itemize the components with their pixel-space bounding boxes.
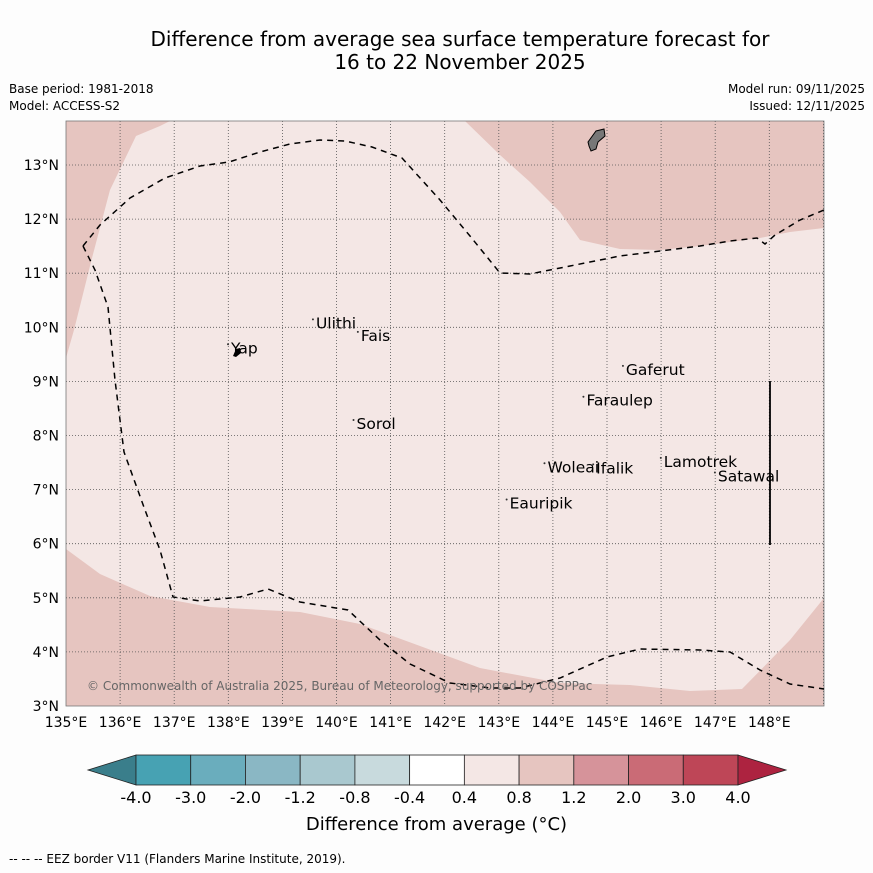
- colorbar-segment: [190, 754, 246, 786]
- atoll-marker: [505, 498, 508, 501]
- place-markers: Yap Ulithi Fais Gaferut Faraulep Sorol Lamotre…: [227, 314, 779, 513]
- colorbar-segment: [245, 754, 301, 786]
- lon-tick-label: 142°E: [423, 715, 466, 731]
- lon-tick-label: 140°E: [315, 715, 358, 731]
- place-label-ifalik: Ifalik: [596, 459, 633, 477]
- colorbar-segment: [135, 754, 192, 786]
- lon-tick-label: 139°E: [261, 715, 304, 731]
- colorbar-tick-label: -0.4: [394, 788, 425, 807]
- atoll-marker: [311, 318, 314, 321]
- colorbar-tick-label: 0.4: [452, 788, 477, 807]
- gridlines: [66, 121, 824, 706]
- colorbar-extend-min: [86, 754, 137, 786]
- title-line-1: Difference from average sea surface temp…: [150, 27, 770, 51]
- colorbar-tick-label: 3.0: [671, 788, 696, 807]
- lon-tick-label: 141°E: [369, 715, 412, 731]
- lat-tick-labels: 3°N 4°N 5°N 6°N 7°N 8°N 9°N 10°N 11°N 12°N 13°N: [24, 158, 59, 715]
- lat-tick-label: 10°N: [24, 320, 59, 336]
- lat-tick-label: 6°N: [33, 537, 59, 553]
- colorbar-segment: [354, 754, 411, 786]
- colorbar-tick-label: -3.0: [175, 788, 206, 807]
- issued-date: Issued: 12/11/2025: [749, 99, 865, 113]
- colorbar-segment: [518, 754, 575, 786]
- atoll-marker: [713, 471, 716, 474]
- place-label-faraulep: Faraulep: [586, 392, 652, 410]
- colorbar-segment: [299, 754, 356, 786]
- colorbar-segment: [463, 754, 520, 786]
- guam-island: [587, 128, 606, 152]
- atoll-marker: [352, 419, 355, 422]
- colorbar-segment: [682, 754, 739, 786]
- lat-tick-label: 8°N: [33, 429, 59, 445]
- lon-tick-labels: 135°E 136°E 137°E 138°E 139°E 140°E 141°E 142°E…: [45, 715, 791, 731]
- place-label-fais: Fais: [361, 327, 390, 345]
- atoll-marker: [621, 364, 624, 367]
- lat-tick-label: 12°N: [24, 212, 59, 228]
- title-line-2: 16 to 22 November 2025: [334, 50, 586, 74]
- colorbar-tick-label: 1.2: [561, 788, 586, 807]
- anomaly-region-west: [66, 121, 170, 358]
- colorbar-tick-label: -2.0: [230, 788, 261, 807]
- lon-tick-label: 148°E: [748, 715, 791, 731]
- anomaly-region-south: [66, 549, 824, 706]
- colorbar-extend-max: [737, 754, 788, 786]
- meta-right: Model run: 09/11/2025 Issued: 12/11/2025: [728, 81, 865, 115]
- anomaly-region-northeast: [465, 121, 824, 250]
- map-title: Difference from average sea surface temp…: [0, 28, 873, 74]
- lon-tick-label: 136°E: [99, 715, 142, 731]
- eez-border: [82, 139, 825, 690]
- atoll-marker: [356, 330, 359, 333]
- colorbar-tick-label: -0.8: [339, 788, 370, 807]
- atoll-marker: [582, 395, 585, 398]
- lat-tick-label: 13°N: [24, 158, 59, 174]
- lon-tick-label: 144°E: [532, 715, 575, 731]
- lon-tick-label: 146°E: [640, 715, 683, 731]
- meta-left: Base period: 1981-2018 Model: ACCESS-S2: [9, 81, 154, 115]
- colorbar-segment: [573, 754, 629, 786]
- eez-legend-note: -- -- -- EEZ border V11 (Flanders Marine…: [9, 852, 346, 866]
- colorbar-tick-label: -4.0: [120, 788, 151, 807]
- plot-frame: [65, 120, 825, 707]
- atoll-marker: [227, 343, 230, 346]
- lat-tick-label: 4°N: [33, 645, 59, 661]
- lon-tick-label: 147°E: [694, 715, 737, 731]
- lon-tick-label: 138°E: [207, 715, 250, 731]
- colorbar-segment: [628, 754, 684, 786]
- colorbar-tick-label: 0.8: [506, 788, 531, 807]
- lon-tick-label: 143°E: [478, 715, 521, 731]
- copyright-notice: © Commonwealth of Australia 2025, Bureau…: [87, 679, 592, 693]
- colorbar-tick-label: 4.0: [725, 788, 750, 807]
- place-label-ulithi: Ulithi: [316, 314, 356, 332]
- model-run: Model run: 09/11/2025: [727, 82, 865, 96]
- place-label-sorol: Sorol: [357, 415, 396, 433]
- base-period: Base period: 1981-2018: [9, 82, 154, 96]
- lat-tick-label: 3°N: [33, 699, 59, 715]
- place-label-woleai: Woleai: [547, 458, 599, 476]
- colorbar-title: Difference from average (°C): [305, 814, 568, 835]
- atoll-marker: [543, 462, 546, 465]
- colorbar: -4.0 -3.0 -2.0 -1.2 -0.8 -0.4 0.4 0.8 1.2 2.0 3.0 4…: [86, 754, 788, 807]
- colorbar-tick-label: 2.0: [616, 788, 641, 807]
- lat-tick-label: 5°N: [33, 591, 59, 607]
- model-name: Model: ACCESS-S2: [9, 99, 121, 113]
- lon-tick-label: 145°E: [586, 715, 629, 731]
- lat-tick-label: 9°N: [33, 374, 59, 390]
- atoll-marker: [659, 456, 662, 459]
- colorbar-segment: [409, 754, 465, 786]
- place-label-gaferut: Gaferut: [626, 361, 685, 379]
- place-label-eauripik: Eauripik: [510, 495, 573, 513]
- lat-tick-label: 7°N: [33, 483, 59, 499]
- yap-island: [233, 348, 241, 357]
- place-label-yap: Yap: [230, 339, 258, 357]
- lat-tick-label: 11°N: [24, 266, 59, 282]
- lon-tick-label: 135°E: [45, 715, 88, 731]
- place-label-satawal: Satawal: [718, 467, 779, 485]
- atoll-marker: [592, 463, 595, 466]
- lon-tick-label: 137°E: [153, 715, 196, 731]
- place-label-lamotrek: Lamotrek: [664, 453, 737, 471]
- colorbar-tick-label: -1.2: [285, 788, 316, 807]
